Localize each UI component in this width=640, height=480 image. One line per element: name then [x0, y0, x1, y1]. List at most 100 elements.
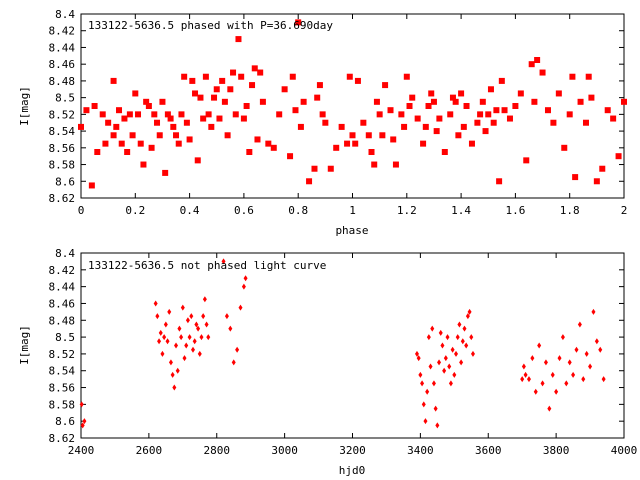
phased-data-point: [610, 115, 617, 122]
unphased-data-point: [168, 359, 173, 366]
phased-data-point: [327, 165, 334, 172]
unphased-data-point: [243, 275, 248, 282]
unphased-data-point: [224, 313, 229, 320]
phased-data-point: [561, 144, 568, 151]
phased-data-point: [113, 123, 120, 130]
unphased-data-point: [454, 350, 459, 357]
unphased-data-point: [194, 321, 199, 328]
phased-x-tick-label: 0.4: [180, 204, 200, 217]
phased-data-point: [425, 103, 432, 109]
phased-x-tick-label: 1.4: [451, 204, 471, 217]
phased-data-point: [447, 111, 454, 118]
unphased-data-point: [459, 359, 464, 366]
phased-data-point: [175, 140, 182, 147]
unphased-x-tick-label: 3000: [271, 444, 298, 457]
phased-data-point: [126, 111, 133, 118]
unphased-data-point: [165, 338, 170, 345]
phased-data-point: [156, 132, 163, 139]
unphased-data-point: [520, 376, 525, 383]
unphased-data-point: [577, 321, 582, 328]
phased-data-point: [352, 140, 359, 147]
unphased-data-point: [79, 401, 84, 408]
phased-data-point: [406, 103, 413, 109]
phased-data-point: [376, 111, 383, 118]
unphased-data-point: [467, 308, 472, 315]
unphased-y-tick-label: 8.58: [49, 398, 76, 411]
unphased-data-point: [431, 380, 436, 387]
phased-data-point: [477, 111, 484, 118]
phased-data-point: [249, 82, 256, 89]
phased-y-tick-label: 8.54: [49, 125, 76, 138]
phased-data-point: [78, 123, 84, 130]
phased-data-point: [145, 103, 152, 109]
unphased-data-point: [425, 388, 430, 395]
phased-data-point: [555, 90, 562, 97]
unphased-y-tick-label: 8.48: [49, 314, 76, 327]
phased-data-point: [208, 123, 215, 130]
phased-data-point: [349, 132, 356, 139]
unphased-data-point: [163, 321, 168, 328]
phased-data-point: [599, 165, 606, 172]
phased-data-point: [398, 111, 405, 118]
phased-x-tick-label: 0.6: [234, 204, 254, 217]
unphased-x-tick-label: 3200: [339, 444, 366, 457]
unphased-data-point: [170, 371, 175, 378]
phased-data-point: [232, 111, 239, 118]
phased-data-point: [159, 98, 166, 105]
unphased-data-point: [465, 313, 470, 320]
phased-data-point: [539, 69, 546, 76]
phased-data-point: [379, 132, 386, 139]
phased-data-point: [200, 115, 207, 122]
phased-data-point: [422, 123, 429, 130]
phased-x-tick-label: 1: [349, 204, 356, 217]
phased-data-point: [604, 107, 611, 114]
unphased-data-point: [462, 325, 467, 332]
unphased-data-point: [445, 334, 450, 341]
unphased-data-point: [423, 418, 428, 425]
unphased-data-point: [594, 338, 599, 345]
phased-data-point: [194, 157, 201, 164]
phased-y-tick-label: 8.58: [49, 159, 76, 172]
phased-data-point: [186, 136, 193, 143]
unphased-data-point: [523, 371, 528, 378]
unphased-x-tick-label: 4000: [611, 444, 638, 457]
unphased-data-point: [199, 334, 204, 341]
unphased-y-tick-label: 8.6: [55, 415, 75, 428]
phased-data-point: [110, 132, 117, 139]
phased-y-tick-label: 8.42: [49, 25, 76, 38]
phased-data-point: [143, 98, 150, 105]
phased-data-point: [183, 119, 190, 126]
unphased-data-point: [241, 283, 246, 290]
unphased-x-axis: 2400 2600 2800 3000 3200 3400 3600 3800 4000: [68, 253, 638, 457]
phased-data-point: [621, 98, 627, 105]
unphased-data-point: [450, 346, 455, 353]
unphased-chart-title: 133122-5636.5 not phased light curve: [88, 259, 326, 272]
phased-data-point: [550, 119, 557, 126]
unphased-data-point: [455, 334, 460, 341]
phased-data-point: [192, 90, 199, 97]
phased-data-point: [403, 73, 410, 80]
phased-data-point: [94, 149, 101, 155]
phased-data-point: [140, 161, 147, 168]
unphased-data-point: [537, 342, 542, 349]
phased-y-tick-label: 8.44: [49, 41, 76, 54]
phased-y-tick-label: 8.48: [49, 75, 76, 88]
unphased-data-point: [80, 422, 85, 429]
phased-data-point: [582, 119, 589, 126]
phased-y-tick-label: 8.52: [49, 108, 76, 121]
phased-data-point: [401, 123, 408, 130]
phased-data-point: [116, 107, 123, 114]
phased-y-tick-label: 8.46: [49, 58, 76, 71]
phased-data-point: [382, 82, 389, 89]
phased-x-axis: 0 0.2 0.4 0.6 0.8 1 1.2 1.4 1.6 1.8 2: [78, 14, 627, 217]
unphased-x-tick-label: 3800: [543, 444, 570, 457]
unphased-data-point: [435, 422, 440, 429]
phased-data-point: [572, 174, 579, 181]
unphased-data-point: [179, 334, 184, 341]
unphased-data-point: [192, 338, 197, 345]
phased-x-tick-label: 0: [78, 204, 85, 217]
unphased-data-point: [189, 313, 194, 320]
phased-data-point: [99, 111, 106, 118]
phased-data-point: [441, 149, 448, 155]
phased-y-axis: 8.4 8.42 8.44 8.46 8.48 8.5 8.52 8.54 8.56 8.58 8.…: [49, 8, 624, 205]
